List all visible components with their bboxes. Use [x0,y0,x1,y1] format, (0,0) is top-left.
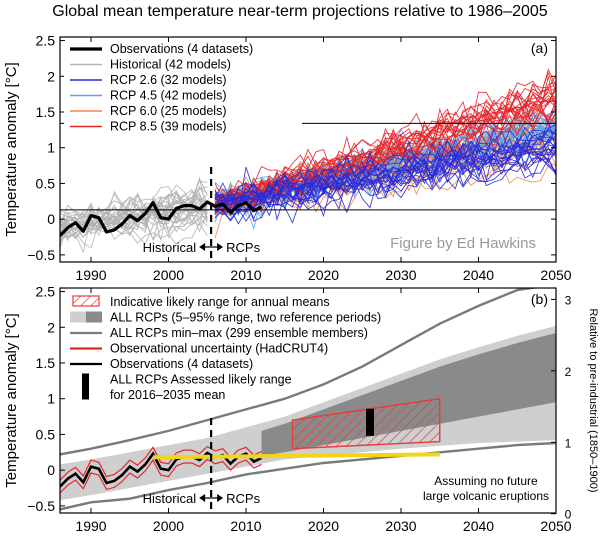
ensemble-line-historical [60,188,208,224]
observations-line [60,200,263,237]
y-tick-label: 1.5 [36,104,56,120]
x-tick-label: 2010 [230,267,261,283]
ensemble-line-rcp-8-5 [214,85,556,206]
legend-hatch-swatch [72,295,100,307]
ensemble-line-rcp-2-6 [214,136,556,222]
y-tick-label: 0 [47,462,55,478]
plot-frame [59,287,557,514]
x-tick-label: 2030 [385,267,416,283]
right-axis-label: Relative to pre-industrial (1850–1900) [587,308,599,492]
arrow-right-icon [217,243,224,251]
arrow-left-icon [199,243,206,251]
x-tick-label: 2020 [308,518,339,534]
historical-label: Historical [143,491,197,506]
y-tick-label: 1 [47,140,55,156]
legend-label: Observational uncertainty (HadCRUT4) [110,342,328,356]
assessed-likely-bar [366,408,374,436]
legend-label: RCP 8.5 (39 models) [110,120,227,134]
y-tick-label: 2 [47,68,55,84]
right-tick-label: 0 [565,508,572,522]
y-tick-label: 2.5 [36,33,56,49]
x-tick-label: 2010 [230,518,261,534]
legend-bar-swatch [82,373,89,400]
obs-uncertainty-upper [60,445,262,481]
rcps-label: RCPs [226,491,260,506]
legend-label: RCP 2.6 (32 models) [110,73,227,87]
reference-period-line [152,452,440,460]
volcanic-note-1: Assuming no future [434,474,538,488]
x-tick-label: 2030 [385,518,416,534]
y-tick-label: −0.5 [27,247,55,263]
y-tick-label: 0.5 [36,175,56,191]
panel-label: (b) [531,291,548,307]
x-tick-label: 1990 [75,267,106,283]
ensemble-line-rcp-2-6 [214,138,556,215]
y-axis-label: Temperature anomaly [°C] [3,313,20,487]
plot-frame [59,36,557,263]
y-tick-label: 0 [47,211,55,227]
observations-line-b [60,451,263,488]
legend-box [64,42,302,142]
y-tick-label: 0.5 [36,426,56,442]
y-axis-label: Temperature anomaly [°C] [3,62,20,236]
x-tick-label: 2040 [463,267,494,283]
right-tick-label: 3 [565,293,572,307]
x-tick-label: 2050 [540,267,571,283]
x-tick-label: 2020 [308,267,339,283]
legend-label: ALL RCPs min–max (299 ensemble members) [110,326,368,340]
right-tick-label: 1 [565,436,572,450]
legend-label: ALL RCPs (5–95% range, two reference per… [110,311,381,325]
obs-uncertainty-lower [60,458,262,494]
legend-label: RCP 4.5 (42 models) [110,89,227,103]
legend-label: for 2016–2035 mean [110,388,225,402]
x-tick-label: 1990 [75,518,106,534]
ensemble-line-rcp-2-6 [214,143,556,225]
historical-label: Historical [143,240,197,255]
y-tick-label: 1.5 [36,355,56,371]
legend-light-swatch [70,311,86,323]
ensemble-line-rcp-2-6 [214,142,556,211]
legend-label: ALL RCPs Assessed likely range [110,373,292,387]
y-tick-label: −0.5 [27,498,55,514]
legend-dark-swatch [86,311,102,323]
ensemble-line-historical [60,185,208,230]
y-tick-label: 2.5 [36,284,56,300]
x-tick-label: 2000 [153,267,184,283]
legend-label: Observations (4 datasets) [110,42,253,56]
minmax-high-line [60,288,540,456]
legend-label: Observations (4 datasets) [110,357,253,371]
page-title: Global mean temperature near-term projec… [52,3,548,20]
ensemble-line-rcp-8-5 [214,68,556,205]
y-tick-label: 2 [47,319,55,335]
minmax-low-line [60,441,556,511]
ensemble-line-historical [60,222,208,249]
legend-label: Historical (42 models) [110,58,231,72]
plot-area-a [60,68,556,254]
legend-label: Indicative likely range for annual means [110,295,330,309]
right-tick-label: 2 [565,365,572,379]
plot-area-b [60,288,556,511]
volcanic-note-2: large volcanic eruptions [423,489,549,503]
ensemble-line-rcp-8-5 [214,82,556,215]
x-tick-label: 2000 [153,518,184,534]
legend-label: RCP 6.0 (25 models) [110,104,227,118]
credit-label: Figure by Ed Hawkins [390,235,536,252]
y-tick-label: 1 [47,391,55,407]
rcps-label: RCPs [226,240,260,255]
panel-label: (a) [531,40,548,56]
ensemble-line-rcp-2-6 [214,129,556,209]
arrow-right-icon [217,494,224,502]
ensemble-line-historical [60,211,208,254]
x-tick-label: 2050 [540,518,571,534]
arrow-left-icon [199,494,206,502]
ensemble-line-rcp-2-6 [214,155,556,222]
x-tick-label: 2040 [463,518,494,534]
